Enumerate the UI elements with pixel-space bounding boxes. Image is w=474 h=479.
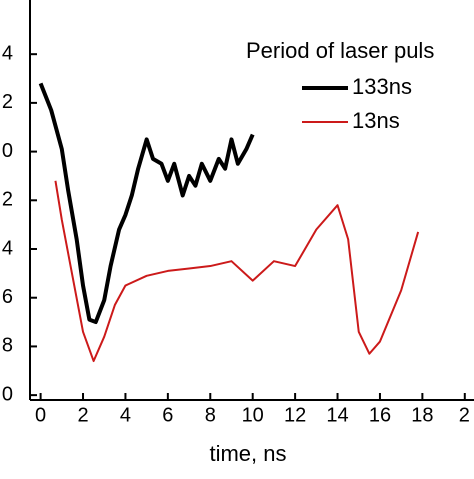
y-tick-label: 4 [2,42,13,64]
y-tick-label: 0 [2,140,13,162]
x-axis-label: time, ns [209,441,286,466]
x-tick-label: 6 [162,404,173,426]
y-tick-label: 4 [2,237,13,259]
x-tick-label: 4 [120,404,131,426]
x-tick-label: 10 [242,404,264,426]
x-tick-label: 2 [459,404,470,426]
series-line [54,180,420,363]
y-tick-label: 0 [2,383,13,405]
legend-label: 13ns [352,108,400,133]
x-tick-label: 14 [326,404,348,426]
x-tick-label: 2 [77,404,88,426]
x-tick-label: 12 [284,404,306,426]
x-tick-label: 8 [205,404,216,426]
y-tick-label: 2 [2,91,13,113]
legend-title: Period of laser puls [246,38,434,63]
y-tick-label: 8 [2,335,13,357]
series-line [38,82,255,325]
y-tick-label: 2 [2,189,13,211]
x-tick-label: 16 [369,404,391,426]
x-tick-label: 0 [35,404,46,426]
legend-label: 133ns [352,74,412,99]
x-tick-label: 18 [411,404,433,426]
y-tick-label: 6 [2,286,13,308]
